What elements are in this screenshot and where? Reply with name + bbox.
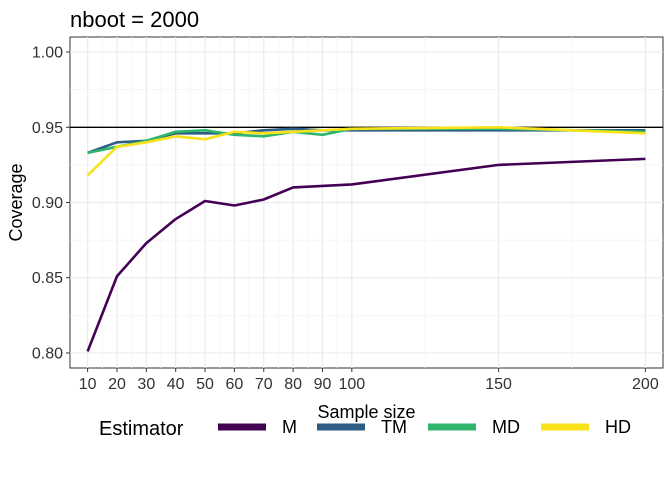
legend-label-tm: TM [381,417,407,437]
x-tick-label: 90 [314,376,332,393]
x-axis-ticks: 10 20 30 40 50 60 70 80 90 100 150 200 [79,368,659,393]
x-tick-label: 80 [284,376,302,393]
x-tick-label: 70 [255,376,273,393]
x-tick-label: 10 [79,376,97,393]
legend-label-hd: HD [605,417,631,437]
y-tick-label: 0.80 [32,345,63,362]
legend-title: Estimator [99,418,184,440]
x-tick-label: 60 [225,376,243,393]
legend-label-m: M [282,417,297,437]
series-lines [86,125,646,352]
y-axis-label: Coverage [6,163,26,241]
y-axis-ticks: 0.80 0.85 0.90 0.95 1.00 [32,45,70,362]
chart-title: nboot = 2000 [70,7,199,32]
y-tick-label: 1.00 [32,45,63,62]
y-tick-label: 0.90 [32,195,63,212]
y-tick-label: 0.85 [32,270,63,287]
x-tick-label: 200 [632,376,659,393]
y-tick-label: 0.95 [32,120,63,137]
x-tick-label: 150 [485,376,512,393]
x-tick-label: 20 [108,376,126,393]
series-line-m [86,157,646,352]
x-axis-label: Sample size [317,402,415,422]
x-tick-label: 100 [338,376,365,393]
legend-label-md: MD [492,417,520,437]
series-line-hd [86,125,646,177]
x-tick-label: 50 [196,376,214,393]
legend: Estimator M TM MD HD [99,417,631,440]
x-tick-label: 40 [167,376,185,393]
x-tick-label: 30 [137,376,155,393]
